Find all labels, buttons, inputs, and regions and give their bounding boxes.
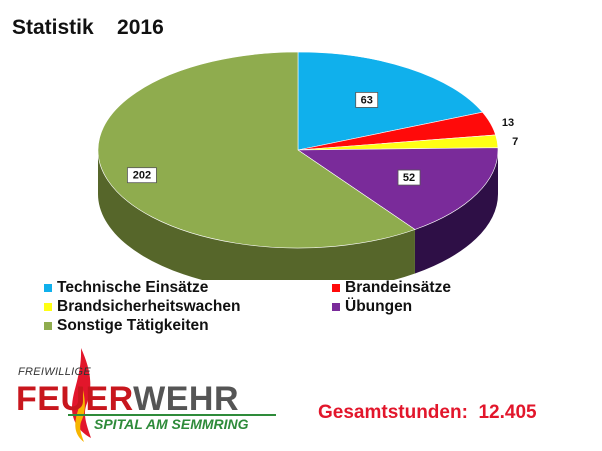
pie-slice-0 bbox=[297, 51, 484, 151]
pie-top bbox=[97, 51, 499, 249]
pie-slice-3 bbox=[297, 147, 499, 230]
legend-item-technische-einsaetze: Technische Einsätze bbox=[44, 279, 208, 297]
legend-item-brandsicherheitswachen: Brandsicherheitswachen bbox=[44, 298, 240, 316]
legend-label: Übungen bbox=[345, 298, 413, 315]
legend-label: Brandeinsätze bbox=[345, 279, 451, 296]
data-label-box-4 bbox=[127, 167, 157, 184]
data-label-4: 202 bbox=[133, 170, 151, 182]
legend-label: Technische Einsätze bbox=[57, 279, 209, 296]
logo-subtitle: SPITAL AM SEMMRING bbox=[94, 416, 249, 432]
legend-swatch bbox=[332, 303, 340, 311]
feuerwehr-logo: FREIWILLIGE FEUERWEHR SPITAL AM SEMMRING bbox=[10, 346, 310, 446]
logo-divider bbox=[68, 414, 276, 416]
data-label-3: 52 bbox=[403, 172, 415, 184]
data-label-0: 63 bbox=[361, 94, 373, 106]
data-label-1: 13 bbox=[502, 117, 514, 129]
legend-swatch bbox=[44, 322, 52, 330]
legend-swatch bbox=[44, 303, 52, 311]
data-label-box-3 bbox=[397, 169, 421, 186]
data-label-2: 7 bbox=[512, 136, 518, 148]
legend-label: Brandsicherheitswachen bbox=[57, 298, 241, 315]
pie-slice-4 bbox=[97, 51, 416, 249]
pie-side-3 bbox=[414, 150, 498, 274]
pie-chart: 63 13 7 52 202 bbox=[97, 51, 518, 280]
logo-main-b: WEHR bbox=[133, 380, 240, 418]
chart-title: Statistik 2016 bbox=[12, 16, 164, 39]
total-hours: Gesamtstunden: 12.405 bbox=[318, 402, 537, 423]
legend-item-uebungen: Übungen bbox=[332, 298, 412, 316]
legend-swatch bbox=[332, 284, 340, 292]
pie-sides bbox=[98, 150, 498, 280]
logo-main-text: FEUERWEHR bbox=[16, 380, 239, 419]
logo-small-text: FREIWILLIGE bbox=[18, 366, 91, 378]
logo-main-a: FEUER bbox=[16, 380, 134, 418]
pie-side-4 bbox=[98, 150, 415, 280]
legend-item-sonstige-taetigkeiten: Sonstige Tätigkeiten bbox=[44, 317, 209, 335]
legend-item-brandeinsaetze: Brandeinsätze bbox=[332, 279, 451, 297]
legend-swatch bbox=[44, 284, 52, 292]
pie-labels: 63 13 7 52 202 bbox=[127, 92, 518, 186]
data-label-box-0 bbox=[355, 92, 379, 108]
legend-label: Sonstige Tätigkeiten bbox=[57, 317, 209, 334]
